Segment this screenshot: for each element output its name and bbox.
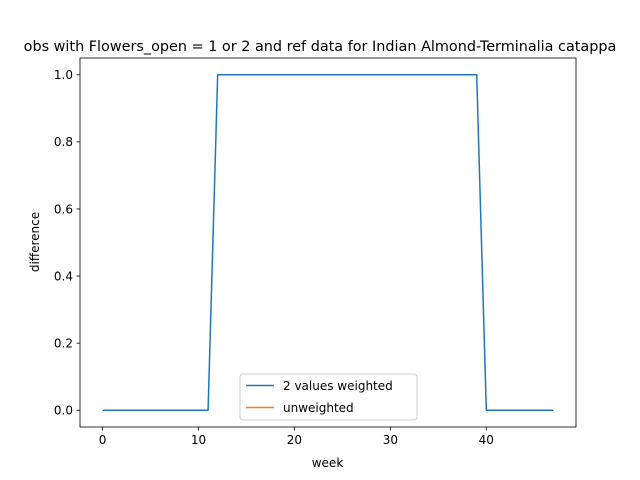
legend: 2 values weighted unweighted (239, 373, 418, 421)
series-layer (102, 74, 554, 411)
legend-box (239, 373, 418, 421)
x-tick-label: 40 (479, 433, 494, 447)
y-tick-label: 0.4 (54, 269, 73, 283)
y-tick-label: 0.6 (54, 202, 73, 216)
y-axis-ticks: 0.0 0.2 0.4 0.6 0.8 1.0 (54, 68, 80, 418)
x-tick-label: 0 (99, 433, 107, 447)
y-tick-label: 0.2 (54, 336, 73, 350)
y-tick-label: 1.0 (54, 68, 73, 82)
y-axis-label: difference (28, 212, 42, 272)
x-tick-label: 20 (287, 433, 302, 447)
series-line-0 (102, 74, 554, 411)
x-tick-label: 30 (383, 433, 398, 447)
x-axis-label: week (312, 456, 344, 470)
axes-frame (79, 57, 577, 428)
x-axis-ticks: 0 10 20 30 40 (99, 427, 494, 447)
legend-label-unweighted: unweighted (283, 401, 354, 415)
legend-label-weighted: 2 values weighted (283, 379, 393, 393)
chart-title: obs with Flowers_open = 1 or 2 and ref d… (24, 39, 617, 55)
x-tick-label: 10 (191, 433, 206, 447)
y-tick-label: 0.0 (54, 404, 73, 418)
plot-area (79, 57, 577, 428)
y-tick-label: 0.8 (54, 135, 73, 149)
